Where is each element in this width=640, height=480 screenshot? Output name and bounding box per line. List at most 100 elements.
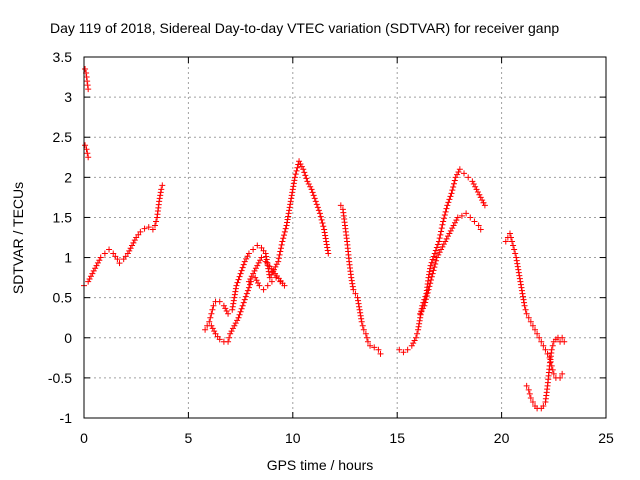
data-point — [529, 322, 536, 329]
data-point — [223, 308, 230, 315]
data-point — [425, 286, 432, 293]
data-point — [463, 210, 470, 217]
data-point — [237, 308, 244, 315]
data-point — [521, 299, 528, 306]
data-point — [435, 238, 442, 245]
data-point — [209, 325, 216, 332]
data-point — [262, 250, 269, 257]
data-point — [424, 289, 431, 296]
data-point — [255, 259, 262, 266]
data-point — [316, 210, 323, 217]
data-point — [275, 258, 282, 265]
data-point — [263, 253, 270, 260]
series-segment-5b — [523, 334, 568, 412]
data-point — [254, 242, 261, 249]
y-tick-label: 2.5 — [53, 129, 73, 145]
data-point — [281, 232, 288, 239]
data-point — [209, 306, 216, 313]
data-point — [428, 277, 435, 284]
data-point — [473, 186, 480, 193]
data-point — [440, 215, 447, 222]
series-segment-1a — [82, 66, 92, 93]
data-point — [227, 330, 234, 337]
series-segment-1b — [82, 142, 92, 161]
data-point — [523, 310, 530, 317]
data-point — [440, 241, 447, 248]
data-point — [279, 238, 286, 245]
data-point — [85, 154, 92, 161]
data-point — [450, 183, 457, 190]
data-point — [317, 213, 324, 220]
data-point — [322, 232, 329, 239]
data-point — [414, 330, 421, 337]
data-point — [443, 205, 450, 212]
data-point — [301, 169, 308, 176]
data-point — [240, 261, 247, 268]
data-point — [230, 300, 237, 307]
data-point — [315, 207, 322, 214]
data-point — [442, 208, 449, 215]
data-point — [96, 257, 103, 264]
data-point — [428, 259, 435, 266]
data-point — [502, 238, 509, 245]
data-point — [277, 248, 284, 255]
data-point — [518, 284, 525, 291]
data-point — [417, 311, 424, 318]
y-tick-label: 0.5 — [53, 290, 73, 306]
data-point — [233, 282, 240, 289]
data-point — [527, 318, 534, 325]
data-point — [320, 223, 327, 230]
data-point — [352, 290, 359, 297]
series-segment-4b — [417, 210, 484, 317]
data-point — [516, 272, 523, 279]
data-point — [436, 249, 443, 256]
data-point — [426, 283, 433, 290]
data-point — [519, 290, 526, 297]
data-point — [419, 305, 426, 312]
data-point — [225, 338, 232, 345]
data-point — [359, 322, 366, 329]
data-point — [517, 281, 524, 288]
y-tick-label: 3 — [64, 89, 72, 105]
data-point — [469, 178, 476, 185]
data-point — [245, 250, 252, 257]
y-tick-label: -1 — [60, 410, 73, 426]
data-point — [525, 314, 532, 321]
data-point — [534, 330, 541, 337]
data-point — [245, 284, 252, 291]
data-point — [252, 265, 259, 272]
data-point — [447, 193, 454, 200]
series-segment-4 — [396, 166, 488, 356]
data-point — [127, 245, 134, 252]
data-point — [238, 267, 245, 274]
data-point — [442, 238, 449, 245]
data-point — [84, 150, 91, 157]
data-point — [268, 278, 275, 285]
data-point — [324, 244, 331, 251]
data-point — [239, 302, 246, 309]
data-point — [429, 270, 436, 277]
data-point — [356, 303, 363, 310]
data-point — [451, 177, 458, 184]
data-point — [232, 320, 239, 327]
data-point — [229, 303, 236, 310]
data-point — [431, 264, 438, 271]
data-point — [322, 235, 329, 242]
data-point — [437, 231, 444, 238]
data-point — [292, 171, 299, 178]
data-point — [237, 270, 244, 277]
data-point — [245, 278, 252, 285]
data-point — [208, 310, 215, 317]
data-point — [211, 328, 218, 335]
data-point — [241, 296, 248, 303]
data-point — [561, 338, 568, 345]
data-point — [84, 82, 91, 89]
data-point — [309, 189, 316, 196]
data-point — [371, 344, 378, 351]
data-point — [289, 186, 296, 193]
data-point — [129, 242, 136, 249]
data-point — [268, 271, 275, 278]
data-point — [438, 246, 445, 253]
data-point — [416, 317, 423, 324]
